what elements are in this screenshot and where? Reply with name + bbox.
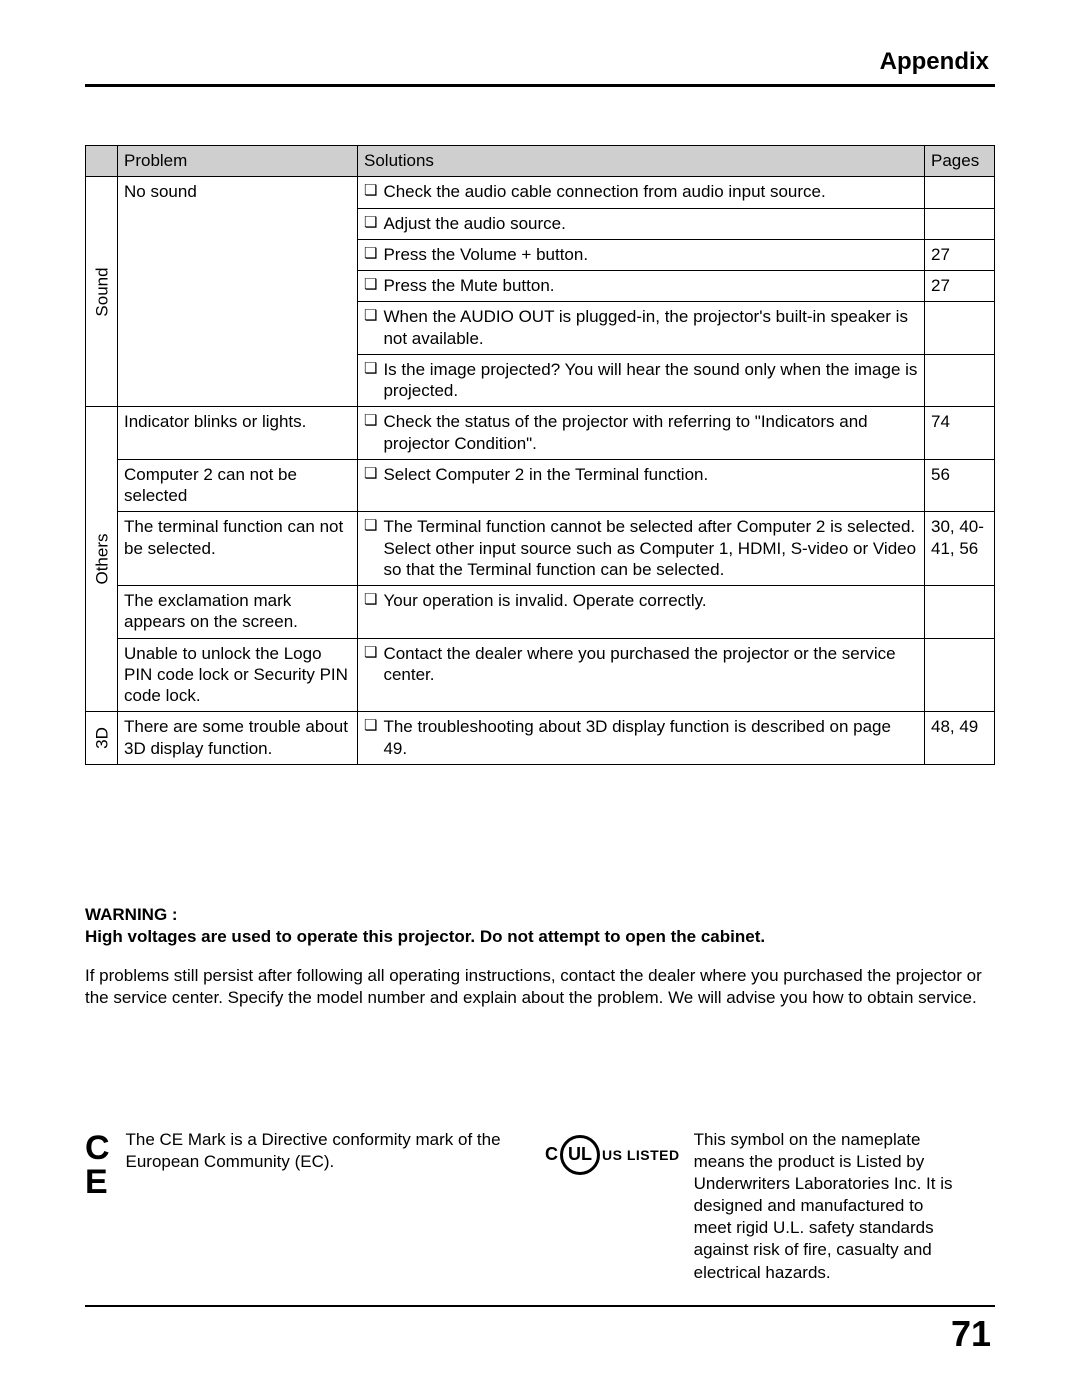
solution-text: The troubleshooting about 3D display fun…	[383, 716, 918, 759]
category-label: Others	[91, 534, 112, 585]
checkbox-icon: ❏	[364, 275, 377, 296]
solution-cell: ❏ Your operation is invalid. Operate corr…	[358, 586, 925, 639]
solution-text: Contact the dealer where you purchased t…	[383, 643, 918, 686]
solution-text: Press the Mute button.	[383, 275, 918, 296]
ul-mark-c: C	[545, 1144, 558, 1165]
category-label: Sound	[91, 267, 112, 316]
table-row: Computer 2 can not be selected ❏ Select C…	[86, 459, 995, 512]
pages-cell	[925, 638, 995, 712]
solution-cell: ❏ Check the audio cable connection from …	[358, 177, 925, 208]
problem-cell: There are some trouble about 3D display …	[118, 712, 358, 765]
checkbox-icon: ❏	[364, 464, 377, 485]
page: Appendix Problem Solutions Pages Sound	[0, 0, 1080, 1397]
checkbox-icon: ❏	[364, 411, 377, 454]
table-row: The terminal function can not be selecte…	[86, 512, 995, 586]
category-cell-sound: Sound	[86, 177, 118, 407]
category-cell-3d: 3D	[86, 712, 118, 765]
troubleshooting-table-wrap: Problem Solutions Pages Sound No sound ❏…	[85, 145, 995, 765]
pages-cell	[925, 302, 995, 355]
col-header-category	[86, 146, 118, 177]
footer-rule	[85, 1305, 995, 1307]
checkbox-icon: ❏	[364, 181, 377, 202]
solution-text: The Terminal function cannot be selected…	[383, 516, 918, 580]
problem-cell: No sound	[118, 177, 358, 407]
category-cell-others: Others	[86, 407, 118, 712]
checkbox-icon: ❏	[364, 716, 377, 759]
pages-cell: 48, 49	[925, 712, 995, 765]
ce-mark-text: The CE Mark is a Directive conformity ma…	[125, 1129, 505, 1173]
problem-cell: The exclamation mark appears on the scre…	[118, 586, 358, 639]
col-header-solutions: Solutions	[358, 146, 925, 177]
ul-mark-icon: C UL US LISTED	[545, 1129, 680, 1175]
ul-mark-us: US LISTED	[602, 1147, 680, 1163]
pages-cell	[925, 177, 995, 208]
warning-block: WARNING : High voltages are used to oper…	[85, 905, 995, 1009]
pages-cell	[925, 208, 995, 239]
solution-cell: ❏ Adjust the audio source.	[358, 208, 925, 239]
pages-cell: 74	[925, 407, 995, 460]
troubleshooting-table: Problem Solutions Pages Sound No sound ❏…	[85, 145, 995, 765]
checkbox-icon: ❏	[364, 590, 377, 611]
pages-cell: 30, 40-41, 56	[925, 512, 995, 586]
problem-cell: Indicator blinks or lights.	[118, 407, 358, 460]
col-header-pages: Pages	[925, 146, 995, 177]
ce-mark-block: C E The CE Mark is a Directive conformit…	[85, 1129, 505, 1199]
solution-cell: ❏When the AUDIO OUT is plugged-in, the p…	[358, 302, 925, 355]
problem-cell: Computer 2 can not be selected	[118, 459, 358, 512]
ul-mark-block: C UL US LISTED This symbol on the namepl…	[545, 1129, 995, 1284]
warning-body: If problems still persist after followin…	[85, 965, 995, 1009]
checkbox-icon: ❏	[364, 516, 377, 580]
solution-cell: ❏Check the status of the projector with …	[358, 407, 925, 460]
header-rule	[85, 84, 995, 87]
solution-text: Press the Volume + button.	[383, 244, 918, 265]
table-row: Others Indicator blinks or lights. ❏Chec…	[86, 407, 995, 460]
problem-cell: The terminal function can not be selecte…	[118, 512, 358, 586]
pages-cell	[925, 354, 995, 407]
warning-bold-line: High voltages are used to operate this p…	[85, 927, 995, 947]
page-title: Appendix	[85, 48, 995, 84]
table-row: Unable to unlock the Logo PIN code lock …	[86, 638, 995, 712]
solution-text: Check the audio cable connection from au…	[383, 181, 918, 202]
checkbox-icon: ❏	[364, 213, 377, 234]
ul-mark-circle: UL	[560, 1135, 600, 1175]
solution-cell: ❏ Press the Volume + button.	[358, 239, 925, 270]
solution-text: Your operation is invalid. Operate corre…	[383, 590, 918, 611]
solution-cell: ❏Is the image projected? You will hear t…	[358, 354, 925, 407]
category-label: 3D	[91, 727, 112, 749]
ul-mark-text: This symbol on the nameplate means the p…	[694, 1129, 954, 1284]
solution-text: Check the status of the projector with r…	[383, 411, 918, 454]
table-row: Sound No sound ❏ Check the audio cable c…	[86, 177, 995, 208]
solution-cell: ❏Contact the dealer where you purchased …	[358, 638, 925, 712]
table-row: The exclamation mark appears on the scre…	[86, 586, 995, 639]
problem-cell: Unable to unlock the Logo PIN code lock …	[118, 638, 358, 712]
pages-cell: 56	[925, 459, 995, 512]
solution-text: Adjust the audio source.	[383, 213, 918, 234]
col-header-problem: Problem	[118, 146, 358, 177]
solution-cell: ❏The troubleshooting about 3D display fu…	[358, 712, 925, 765]
page-number: 71	[85, 1313, 995, 1355]
checkbox-icon: ❏	[364, 359, 377, 402]
warning-heading: WARNING :	[85, 905, 995, 925]
ce-mark-icon: C E	[85, 1129, 111, 1199]
solution-cell: ❏The Terminal function cannot be selecte…	[358, 512, 925, 586]
pages-cell: 27	[925, 271, 995, 302]
checkbox-icon: ❏	[364, 244, 377, 265]
solution-text: Is the image projected? You will hear th…	[383, 359, 918, 402]
pages-cell	[925, 586, 995, 639]
table-row: 3D There are some trouble about 3D displ…	[86, 712, 995, 765]
solution-cell: ❏ Select Computer 2 in the Terminal funct…	[358, 459, 925, 512]
certification-marks: C E The CE Mark is a Directive conformit…	[85, 1129, 995, 1284]
solution-cell: ❏ Press the Mute button.	[358, 271, 925, 302]
page-footer: 71	[85, 1305, 995, 1355]
pages-cell: 27	[925, 239, 995, 270]
checkbox-icon: ❏	[364, 306, 377, 349]
checkbox-icon: ❏	[364, 643, 377, 686]
solution-text: Select Computer 2 in the Terminal functi…	[383, 464, 918, 485]
table-header-row: Problem Solutions Pages	[86, 146, 995, 177]
solution-text: When the AUDIO OUT is plugged-in, the pr…	[383, 306, 918, 349]
